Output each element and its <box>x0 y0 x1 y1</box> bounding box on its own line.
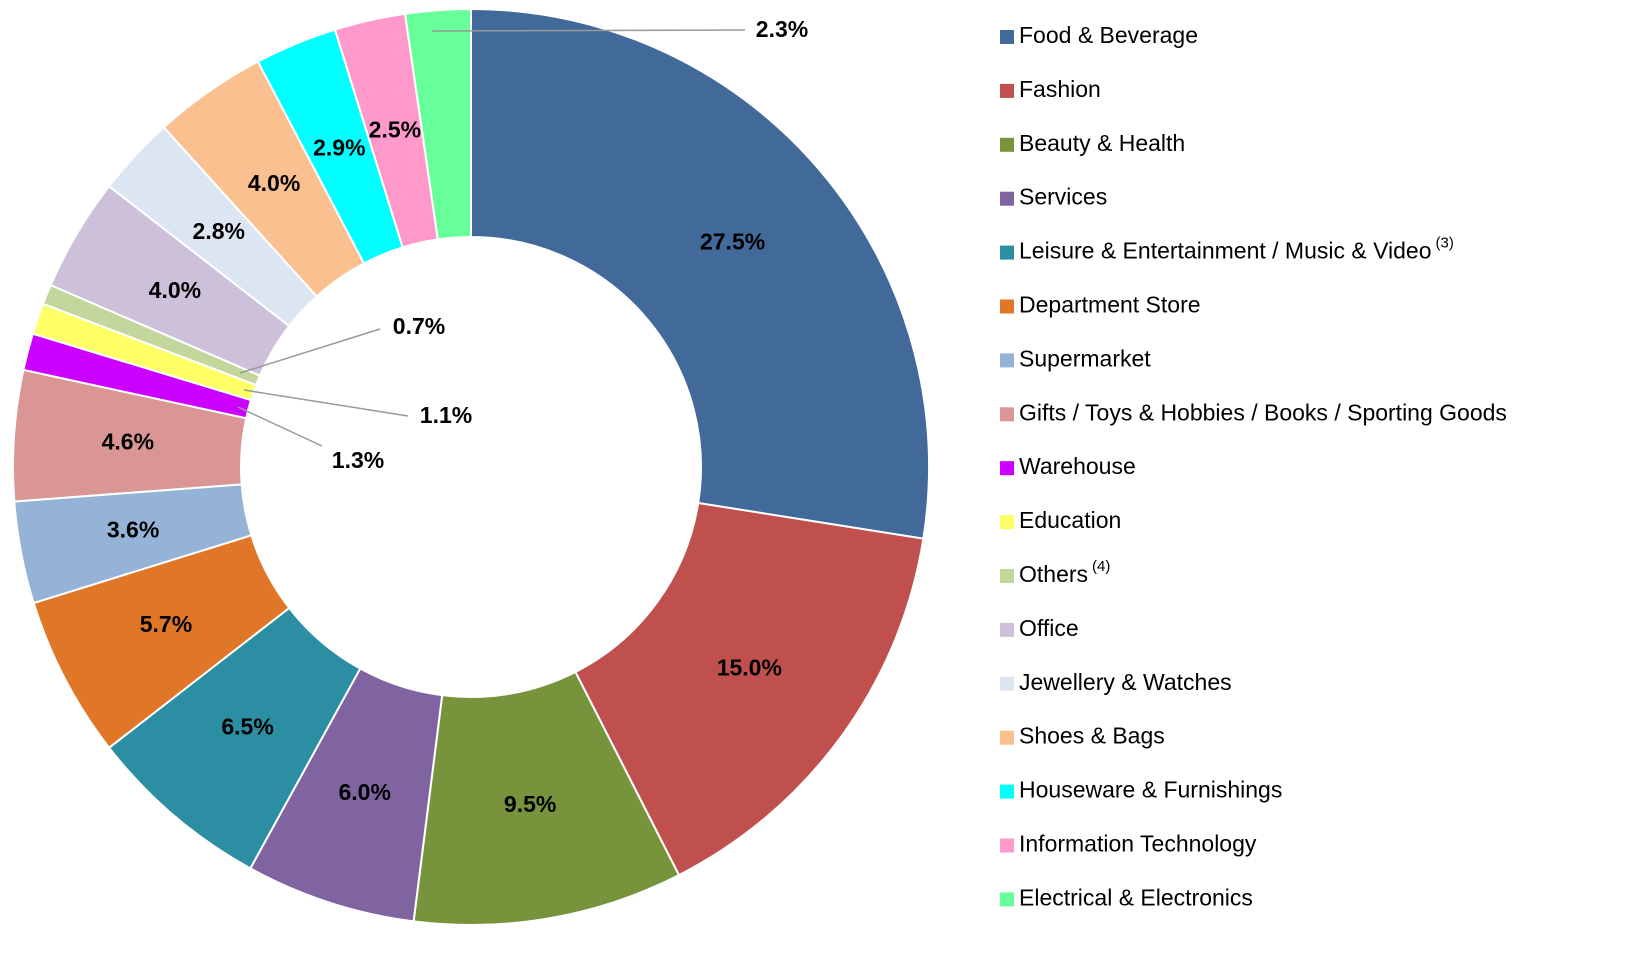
legend-swatch <box>1000 838 1014 853</box>
data-label: 2.9% <box>313 134 365 160</box>
legend-swatch <box>1000 245 1014 260</box>
legend-swatch <box>1000 676 1014 691</box>
legend-label: Supermarket <box>1019 345 1151 371</box>
data-label: 4.0% <box>248 170 300 196</box>
legend-text: Fashion <box>1019 76 1101 102</box>
legend-swatch <box>1000 137 1014 152</box>
leader-line <box>243 389 409 417</box>
legend-text: Leisure & Entertainment / Music & Video <box>1019 238 1432 264</box>
data-label: 2.3% <box>756 16 808 42</box>
legend-text: Office <box>1019 615 1079 641</box>
legend-text: Shoes & Bags <box>1019 723 1165 749</box>
data-label: 0.7% <box>393 313 445 339</box>
legend-label: Services <box>1019 184 1107 210</box>
leader-line <box>237 406 323 447</box>
footnote-mark: (4) <box>1092 558 1110 575</box>
slice <box>403 7 472 241</box>
legend-label: Warehouse <box>1019 453 1136 479</box>
legend-swatch <box>1000 353 1014 368</box>
slice <box>574 501 925 877</box>
legend-swatch <box>1000 83 1014 98</box>
legend-swatch <box>1000 892 1014 907</box>
data-label: 15.0% <box>717 654 782 680</box>
legend-text: Others <box>1019 561 1088 587</box>
legend-label: Houseware & Furnishings <box>1019 777 1282 803</box>
legend-text: Houseware & Furnishings <box>1019 777 1282 803</box>
legend-label: Information Technology <box>1019 831 1257 857</box>
footnote-mark: (3) <box>1436 235 1454 252</box>
data-label: 1.3% <box>332 447 384 473</box>
legend-label: Electrical & Electronics <box>1019 884 1253 910</box>
legend-text: Supermarket <box>1019 345 1151 371</box>
legend-text: Beauty & Health <box>1019 130 1185 156</box>
data-label: 2.8% <box>193 218 245 244</box>
legend-swatch <box>1000 730 1014 745</box>
legend-label: Gifts / Toys & Hobbies / Books / Sportin… <box>1019 399 1507 425</box>
data-label: 2.5% <box>369 117 421 143</box>
legend-swatch <box>1000 622 1014 637</box>
data-label: 6.5% <box>221 714 273 740</box>
legend-swatch <box>1000 299 1014 314</box>
legend-label: Department Store <box>1019 292 1201 318</box>
legend-text: Department Store <box>1019 292 1201 318</box>
data-label: 4.6% <box>102 428 154 454</box>
legend-label: Food & Beverage <box>1019 22 1198 48</box>
legend-label: Others (4) <box>1019 558 1110 587</box>
leader-line <box>239 328 381 374</box>
legend-text: Information Technology <box>1019 831 1257 857</box>
data-label: 1.1% <box>420 402 472 428</box>
data-label: 3.6% <box>107 517 159 543</box>
legend-text: Jewellery & Watches <box>1019 669 1232 695</box>
leader-line <box>431 29 746 32</box>
legend-text: Gifts / Toys & Hobbies / Books / Sportin… <box>1019 399 1507 425</box>
legend-label: Office <box>1019 615 1079 641</box>
legend-swatch <box>1000 515 1014 530</box>
slice <box>412 670 681 926</box>
legend-swatch <box>1000 407 1014 422</box>
data-label: 4.0% <box>149 277 201 303</box>
slice <box>470 7 930 540</box>
legend-swatch <box>1000 191 1014 206</box>
data-label: 5.7% <box>140 611 192 637</box>
legend-text: Education <box>1019 507 1121 533</box>
data-label: 9.5% <box>504 791 556 817</box>
legend-text: Warehouse <box>1019 453 1136 479</box>
legend-text: Food & Beverage <box>1019 22 1198 48</box>
legend-label: Shoes & Bags <box>1019 723 1165 749</box>
data-label: 6.0% <box>338 779 390 805</box>
legend-label: Fashion <box>1019 76 1101 102</box>
legend-label: Education <box>1019 507 1121 533</box>
legend-swatch <box>1000 461 1014 476</box>
legend-text: Electrical & Electronics <box>1019 884 1253 910</box>
legend-swatch <box>1000 569 1014 583</box>
legend-swatch <box>1000 784 1014 799</box>
legend-label: Jewellery & Watches <box>1019 669 1232 695</box>
legend-swatch <box>1000 30 1014 44</box>
legend-label: Beauty & Health <box>1019 130 1185 156</box>
legend-label: Leisure & Entertainment / Music & Video(… <box>1019 235 1454 264</box>
data-label: 27.5% <box>700 229 765 255</box>
legend-text: Services <box>1019 184 1107 210</box>
